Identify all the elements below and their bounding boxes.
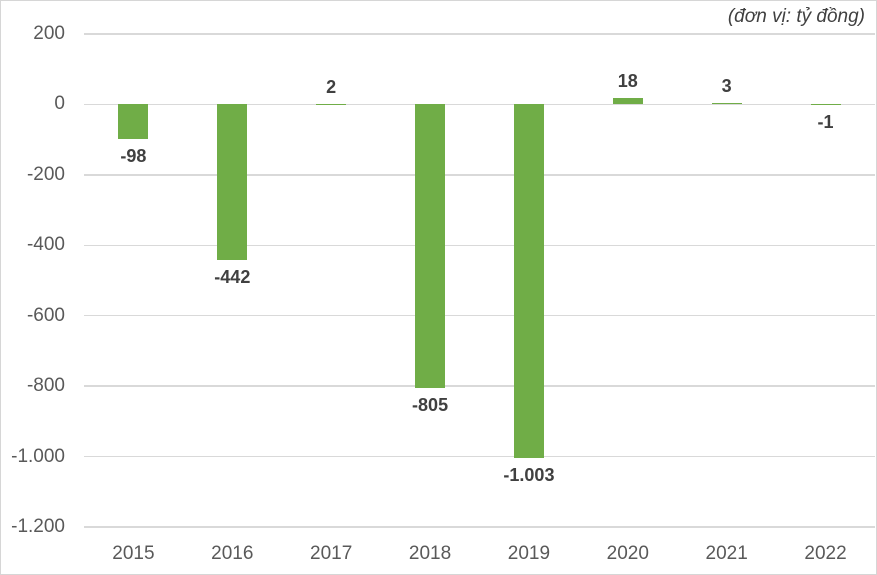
unit-note-label: (đơn vị: tỷ đồng) [727, 6, 865, 27]
data-label-2018: -805 [412, 394, 449, 415]
gridline [84, 385, 875, 387]
bar-2016 [217, 104, 248, 261]
y-axis-tick-label: 0 [54, 93, 65, 115]
gridline [84, 315, 875, 317]
gridline [84, 103, 875, 106]
x-axis-tick-label-2019: 2019 [507, 543, 551, 564]
x-axis-tick-label-2015: 2015 [112, 543, 155, 564]
gridline [84, 33, 875, 35]
y-axis-tick-label: -400 [26, 234, 65, 256]
data-label-2021: 3 [721, 76, 732, 97]
x-axis-tick-label-2022: 2022 [804, 543, 847, 564]
x-axis-tick-label-2018: 2018 [408, 543, 452, 564]
gridline [84, 455, 875, 458]
gridline [84, 174, 875, 176]
y-axis-tick-label: -1.000 [11, 445, 65, 467]
x-axis-tick-label-2020: 2020 [606, 543, 649, 564]
x-axis-tick-label-2016: 2016 [211, 543, 254, 564]
data-label-2016: -442 [214, 267, 251, 288]
bar-2021 [711, 103, 742, 105]
gridline [84, 526, 875, 528]
data-label-2022: -1 [817, 111, 834, 132]
bar-2015 [118, 104, 149, 139]
y-axis-tick-label: 200 [33, 23, 65, 44]
data-label-2019: -1.003 [503, 464, 555, 485]
y-axis-tick-label: -800 [26, 375, 65, 397]
data-label-2017: 2 [326, 76, 337, 97]
x-axis-tick-label-2017: 2017 [310, 543, 353, 564]
bar-2019 [513, 104, 544, 458]
y-axis-tick-label: -1.200 [11, 516, 65, 537]
y-axis-tick-label: -600 [26, 304, 65, 326]
data-label-2020: 18 [617, 71, 638, 92]
bar-2018 [415, 104, 446, 388]
bar-2017 [316, 103, 347, 105]
data-label-2015: -98 [120, 145, 147, 166]
bar-2020 [612, 98, 643, 105]
y-axis-tick-label: -200 [26, 163, 65, 185]
gridline [84, 244, 875, 246]
x-axis-tick-label-2021: 2021 [705, 543, 748, 564]
